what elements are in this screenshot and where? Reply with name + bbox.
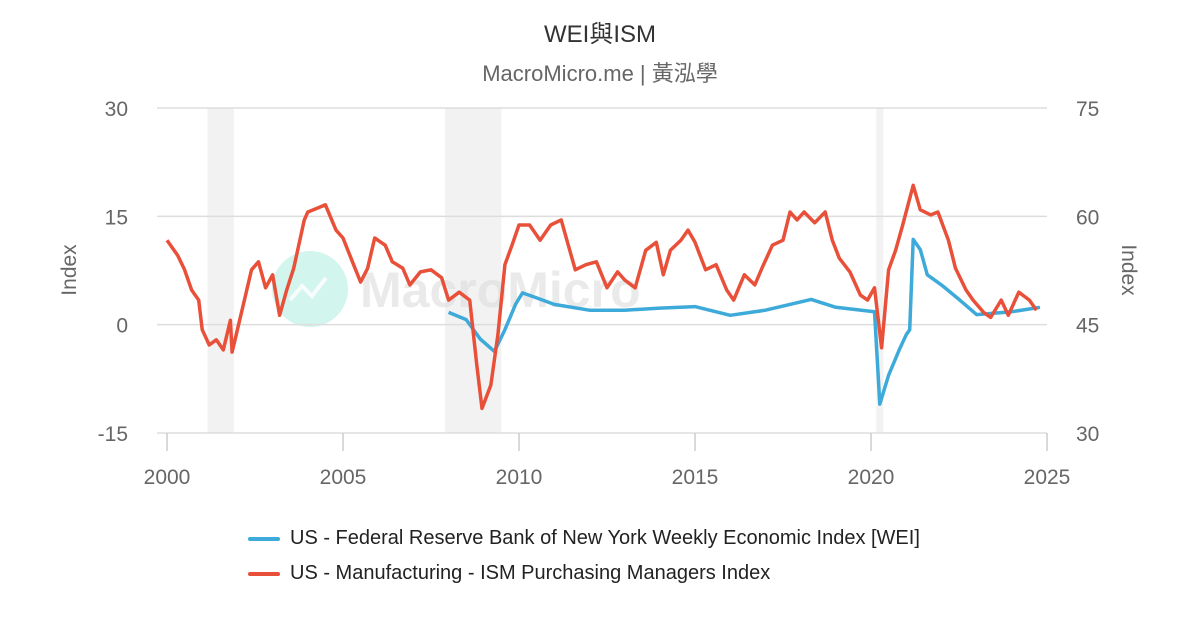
series-line-wei xyxy=(447,237,1041,406)
watermark-logo-icon xyxy=(272,251,348,327)
right-axis-label: Index xyxy=(1117,244,1140,296)
recession-band xyxy=(876,108,884,433)
x-axis-tick: 2010 xyxy=(496,466,543,489)
right-axis-tick: 75 xyxy=(1076,98,1099,121)
left-axis-tick: 30 xyxy=(105,98,128,121)
x-axis-tick: 2020 xyxy=(848,466,895,489)
left-axis-tick: -15 xyxy=(98,423,128,446)
x-axis-tick: 2015 xyxy=(672,466,719,489)
series-line-ism xyxy=(165,183,1038,411)
chart-subtitle: MacroMicro.me | 黃泓學 xyxy=(482,61,718,86)
right-axis-tick: 30 xyxy=(1076,423,1099,446)
legend-item-ism[interactable]: US - Manufacturing - ISM Purchasing Mana… xyxy=(248,562,770,585)
legend-swatch-ism xyxy=(248,571,280,576)
watermark-logo-icon xyxy=(288,276,328,302)
left-axis-tick: 15 xyxy=(105,206,128,229)
right-axis-tick: 60 xyxy=(1076,206,1099,229)
legend-label-wei: US - Federal Reserve Bank of New York We… xyxy=(290,527,920,549)
x-axis-tick: 2005 xyxy=(320,466,367,489)
left-axis-label: Index xyxy=(58,244,81,296)
x-axis-tick: 2000 xyxy=(144,466,191,489)
legend-item-wei[interactable]: US - Federal Reserve Bank of New York We… xyxy=(248,527,920,550)
x-axis-tick: 2025 xyxy=(1024,466,1071,489)
right-axis-tick: 45 xyxy=(1076,315,1099,338)
legend-label-ism: US - Manufacturing - ISM Purchasing Mana… xyxy=(290,562,771,584)
left-axis-tick: 0 xyxy=(116,315,128,338)
legend-swatch-wei xyxy=(248,536,280,541)
chart-title: WEI與ISM xyxy=(544,21,656,48)
recession-band xyxy=(207,108,234,433)
